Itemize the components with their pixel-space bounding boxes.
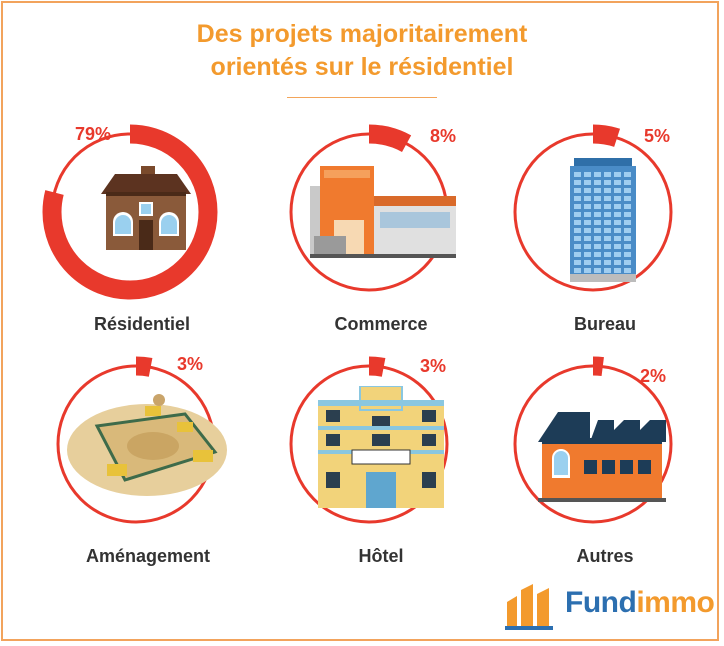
donut-residentiel	[42, 124, 218, 300]
fundimmo-wordmark: Fundimmo	[565, 586, 715, 620]
chart-item-bureau: 5% Bureau	[490, 118, 720, 348]
donut-hotel	[281, 356, 457, 532]
percent-label-amenagement: 3%	[177, 354, 204, 374]
category-label-autres: Autres	[576, 546, 634, 566]
category-label-bureau: Bureau	[573, 314, 636, 334]
donut-arc-commerce	[281, 124, 457, 300]
page-title: Des projets majoritairement orientés sur…	[0, 18, 724, 84]
chart-item-amenagement: 3% Aménagement	[33, 350, 263, 580]
shopping-center-icon	[310, 166, 456, 258]
fundimmo-logo-icon	[505, 584, 553, 630]
percent-label-commerce: 8%	[430, 126, 457, 146]
hotel-icon	[318, 386, 444, 508]
percent-label-residentiel: 79%	[75, 124, 112, 144]
category-label-commerce: Commerce	[334, 314, 428, 334]
donut-arc-amenagement	[48, 356, 224, 532]
percent-label-bureau: 5%	[644, 126, 671, 146]
donut-arc-hotel	[281, 356, 457, 532]
title-divider	[287, 97, 437, 98]
donut-bureau	[505, 124, 681, 300]
construction-site-icon	[67, 394, 227, 496]
title-line-2: orientés sur le résidentiel	[210, 53, 514, 81]
fundimmo-logo: Fundimmo	[505, 580, 715, 630]
office-tower-icon	[570, 158, 636, 282]
category-label-residentiel: Résidentiel	[93, 314, 191, 334]
brand-part-1: Fund	[565, 586, 637, 619]
brand-part-2: immo	[636, 586, 715, 619]
category-label-hotel: Hôtel	[358, 546, 404, 566]
chart-item-hotel: 3% Hôtel	[266, 350, 496, 580]
donut-arc-bureau	[505, 124, 681, 300]
category-label-amenagement: Aménagement	[85, 546, 211, 566]
title-line-1: Des projets majoritairement	[196, 20, 528, 48]
chart-item-autres: 2% Autres	[490, 350, 720, 580]
percent-label-autres: 2%	[640, 366, 667, 386]
donut-arc-residentiel	[42, 124, 218, 300]
house-icon	[101, 166, 191, 250]
percent-label-hotel: 3%	[420, 356, 447, 376]
chart-item-commerce: 8% Commerce	[266, 118, 496, 348]
donut-autres	[505, 356, 681, 532]
factory-icon	[538, 412, 666, 502]
chart-item-residentiel: 79% Résidentiel	[27, 118, 257, 348]
donut-arc-autres	[505, 356, 681, 532]
